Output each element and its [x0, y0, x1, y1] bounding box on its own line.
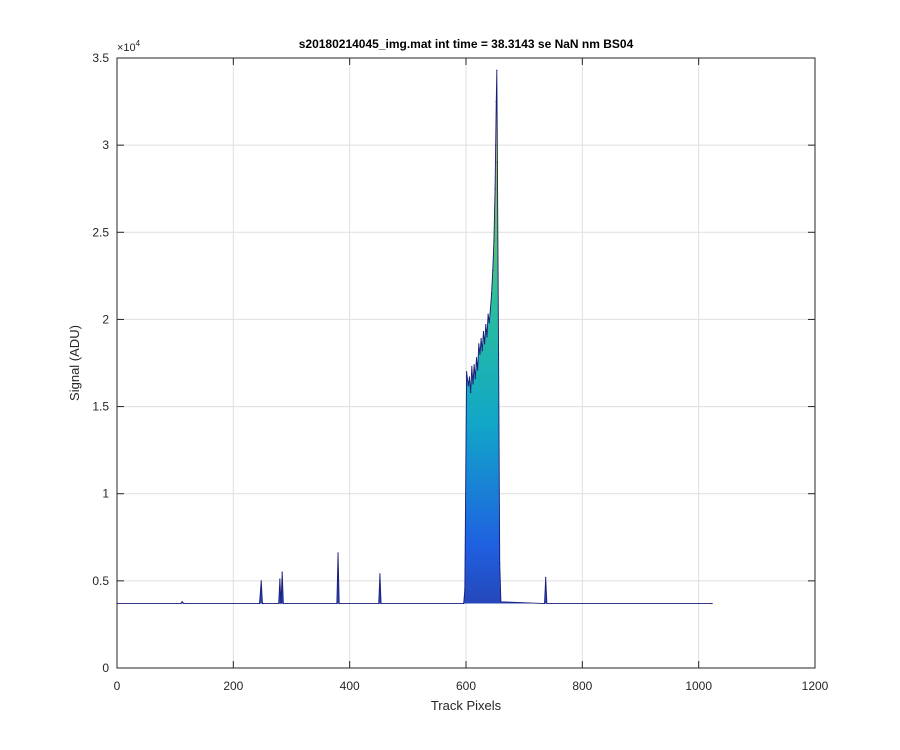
- data-point: [474, 378, 476, 380]
- x-tick-label: 600: [456, 679, 476, 693]
- data-point: [490, 292, 493, 294]
- y-tick-label: 0: [102, 661, 109, 675]
- data-point: [481, 350, 483, 352]
- y-tick-label: 3.5: [92, 51, 109, 65]
- data-point: [486, 336, 488, 338]
- data-point: [183, 602, 185, 605]
- data-point: [181, 601, 183, 603]
- data-point: [464, 588, 466, 591]
- data-point: [180, 602, 182, 605]
- y-tick-labels: 0 0.5 1 1.5 2 2.5 3 3.5: [92, 51, 109, 675]
- data-point: [543, 602, 546, 605]
- x-tick-label: 1200: [802, 679, 829, 693]
- data-point: [258, 602, 261, 605]
- y-tick-label: 1.5: [92, 400, 109, 414]
- y-axis-label: Signal (ADU): [67, 325, 82, 401]
- data-point: [473, 364, 475, 366]
- chart-title: s20180214045_img.mat int time = 38.3143 …: [299, 37, 634, 51]
- data-point: [380, 602, 382, 605]
- data-point: [496, 161, 499, 164]
- data-point: [281, 571, 283, 573]
- data-point: [336, 602, 338, 605]
- data-point: [468, 376, 471, 378]
- data-point: [495, 144, 497, 146]
- y-exponent-base: ×10: [117, 42, 136, 54]
- data-point: [482, 331, 485, 333]
- data-point: [477, 369, 479, 371]
- data-point: [338, 602, 340, 605]
- data-point: [472, 383, 474, 385]
- y-tick-label: 3: [102, 138, 109, 152]
- data-point: [470, 392, 472, 394]
- x-tick-label: 800: [572, 679, 592, 693]
- x-tick-label: 200: [223, 679, 243, 693]
- y-tick-label: 0.5: [92, 574, 109, 588]
- data-point: [278, 602, 280, 605]
- axes: [116, 57, 816, 669]
- data-point: [337, 552, 339, 554]
- x-axis-label: Track Pixels: [431, 698, 502, 713]
- data-point: [546, 602, 548, 605]
- data-point: [379, 573, 381, 575]
- data-point: [488, 322, 490, 324]
- data-point: [489, 308, 492, 310]
- data-point: [492, 270, 494, 272]
- data-point: [496, 69, 498, 71]
- x-tick-labels: 0 200 400 600 800 1000 1200: [114, 679, 829, 693]
- x-tick-label: 400: [340, 679, 360, 693]
- data-point: [493, 240, 495, 242]
- data-point: [475, 357, 478, 359]
- data-point: [495, 100, 497, 103]
- data-point: [497, 353, 500, 355]
- y-exponent-label: ×104: [117, 39, 141, 54]
- data-point: [499, 562, 501, 565]
- data-point: [280, 602, 282, 605]
- data-point: [378, 602, 380, 605]
- data-point: [478, 343, 480, 345]
- data-point: [480, 338, 482, 340]
- data-point: [471, 365, 473, 368]
- data-point: [467, 385, 469, 387]
- data-point: [262, 602, 265, 605]
- data-point: [487, 313, 489, 315]
- data-series: [116, 69, 713, 605]
- data-point: [485, 324, 487, 326]
- y-tick-label: 1: [102, 487, 109, 501]
- data-point: [279, 578, 281, 580]
- data-point: [545, 576, 547, 578]
- data-point: [500, 601, 502, 603]
- x-tick-label: 1000: [685, 679, 712, 693]
- y-tick-label: 2.5: [92, 225, 109, 239]
- data-point: [463, 602, 465, 605]
- data-point: [260, 580, 262, 582]
- data-point: [479, 353, 481, 355]
- data-point: [282, 602, 284, 605]
- y-exponent-power: 4: [136, 39, 141, 48]
- data-point: [484, 343, 486, 345]
- x-tick-label: 0: [114, 679, 121, 693]
- y-tick-label: 2: [102, 312, 109, 326]
- data-point: [711, 602, 713, 605]
- data-point: [465, 371, 468, 373]
- data-point: [261, 602, 264, 605]
- data-point: [494, 188, 496, 190]
